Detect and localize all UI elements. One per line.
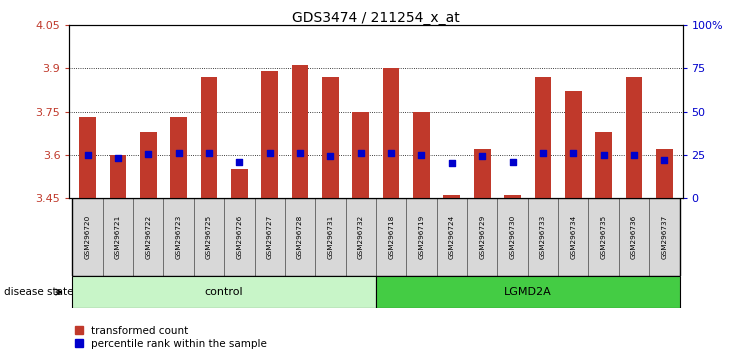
- Text: GSM296721: GSM296721: [115, 215, 121, 259]
- Text: GSM296724: GSM296724: [449, 215, 455, 259]
- Bar: [656, 149, 672, 198]
- Bar: [224, 198, 255, 276]
- Text: GSM296719: GSM296719: [418, 215, 424, 259]
- Text: GSM296720: GSM296720: [85, 215, 91, 259]
- Point: [82, 152, 93, 158]
- Bar: [140, 132, 157, 198]
- Point: [264, 150, 275, 155]
- Point: [415, 152, 427, 158]
- Text: GSM296730: GSM296730: [510, 215, 515, 259]
- Bar: [103, 198, 133, 276]
- Text: GSM296726: GSM296726: [237, 215, 242, 259]
- Point: [325, 153, 337, 159]
- Text: GSM296732: GSM296732: [358, 215, 364, 259]
- Point: [628, 152, 639, 158]
- Bar: [72, 276, 376, 308]
- Point: [142, 152, 154, 157]
- Text: GSM296729: GSM296729: [479, 215, 485, 259]
- Text: GSM296733: GSM296733: [540, 215, 546, 259]
- Point: [203, 150, 215, 156]
- Text: GSM296722: GSM296722: [145, 215, 151, 259]
- Point: [507, 159, 518, 165]
- Text: GSM296737: GSM296737: [661, 215, 667, 259]
- Bar: [437, 198, 467, 276]
- Legend: transformed count, percentile rank within the sample: transformed count, percentile rank withi…: [74, 326, 267, 349]
- Bar: [110, 155, 126, 198]
- Text: GSM296723: GSM296723: [176, 215, 182, 259]
- Text: disease state: disease state: [4, 287, 73, 297]
- Bar: [565, 91, 582, 198]
- Point: [385, 150, 397, 155]
- Point: [567, 150, 579, 156]
- Point: [294, 150, 306, 155]
- Point: [598, 153, 610, 158]
- Bar: [285, 198, 315, 276]
- Bar: [80, 117, 96, 198]
- Bar: [201, 77, 218, 198]
- Bar: [261, 71, 278, 198]
- Point: [477, 153, 488, 159]
- Text: GSM296728: GSM296728: [297, 215, 303, 259]
- Bar: [588, 198, 619, 276]
- Point: [658, 157, 670, 162]
- Text: LGMD2A: LGMD2A: [504, 287, 552, 297]
- Bar: [383, 68, 399, 198]
- Bar: [528, 198, 558, 276]
- Text: GDS3474 / 211254_x_at: GDS3474 / 211254_x_at: [292, 11, 460, 25]
- Bar: [72, 198, 103, 276]
- Bar: [558, 198, 588, 276]
- Bar: [619, 198, 649, 276]
- Bar: [255, 198, 285, 276]
- Bar: [133, 198, 164, 276]
- Point: [537, 150, 549, 156]
- Bar: [595, 132, 612, 198]
- Bar: [504, 195, 521, 198]
- Point: [355, 150, 366, 155]
- Text: GSM296734: GSM296734: [570, 215, 576, 259]
- Bar: [322, 77, 339, 198]
- Text: GSM296731: GSM296731: [328, 215, 334, 259]
- Bar: [467, 198, 497, 276]
- Bar: [315, 198, 345, 276]
- Bar: [353, 112, 369, 198]
- Bar: [444, 195, 460, 198]
- Text: control: control: [205, 287, 244, 297]
- Text: GSM296725: GSM296725: [206, 215, 212, 259]
- Bar: [376, 276, 680, 308]
- Bar: [413, 112, 430, 198]
- Text: GSM296735: GSM296735: [601, 215, 607, 259]
- Bar: [649, 198, 680, 276]
- Bar: [376, 198, 407, 276]
- Bar: [497, 198, 528, 276]
- Bar: [164, 198, 193, 276]
- Text: GSM296736: GSM296736: [631, 215, 637, 259]
- Bar: [193, 198, 224, 276]
- Bar: [534, 77, 551, 198]
- Point: [234, 159, 245, 165]
- Bar: [170, 117, 187, 198]
- Bar: [292, 65, 308, 198]
- Bar: [407, 198, 437, 276]
- Point: [446, 160, 458, 166]
- Bar: [474, 149, 491, 198]
- Bar: [345, 198, 376, 276]
- Point: [173, 151, 185, 156]
- Bar: [626, 77, 642, 198]
- Text: GSM296718: GSM296718: [388, 215, 394, 259]
- Point: [112, 155, 124, 161]
- Bar: [231, 169, 247, 198]
- Text: GSM296727: GSM296727: [266, 215, 273, 259]
